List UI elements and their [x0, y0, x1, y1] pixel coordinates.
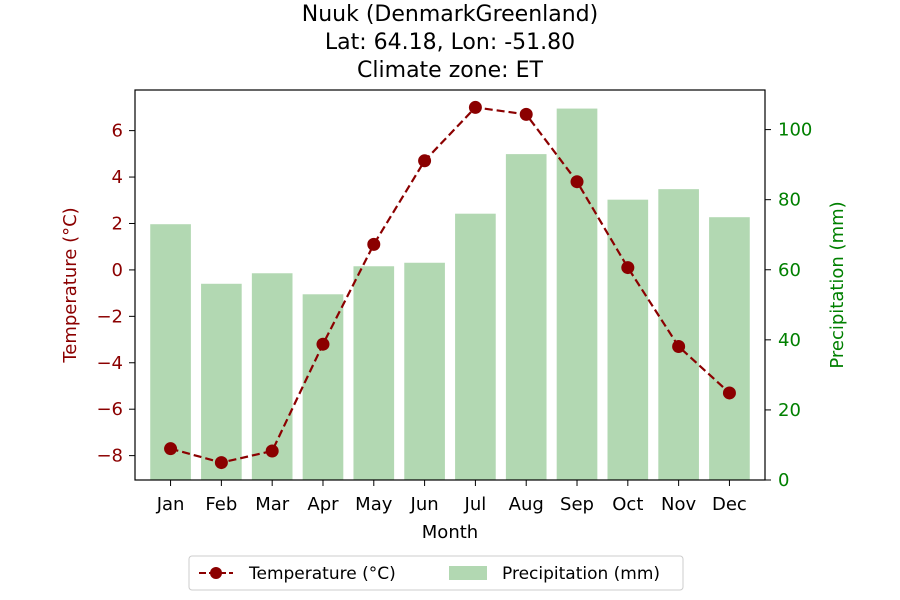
precipitation-bar-jul — [455, 213, 496, 480]
precipitation-bar-jan — [150, 224, 191, 480]
temperature-line-path — [170, 106, 731, 464]
y-left-tick-label: −4 — [96, 353, 123, 374]
x-tick-label-sep: Sep — [560, 494, 594, 515]
temperature-axis: −8 −6 −4 −2 0 2 4 6 — [96, 121, 135, 467]
y-left-tick-label: 2 — [112, 213, 123, 234]
temperature-point-apr — [316, 337, 330, 351]
temperature-point-feb — [214, 456, 228, 470]
chart-title-line-1: Nuuk (DenmarkGreenland) — [302, 2, 598, 27]
month-axis: Jan Feb Mar Apr May Jun Jul Aug Sep Oct Nov Dec — [156, 480, 747, 515]
y-right-tick-label: 60 — [778, 260, 801, 281]
temperature-line — [164, 100, 736, 470]
y-left-tick-label: −6 — [96, 399, 123, 420]
x-tick-label-dec: Dec — [712, 494, 747, 515]
temperature-point-dec — [722, 386, 736, 400]
x-tick-label-aug: Aug — [509, 494, 544, 515]
temperature-point-aug — [519, 107, 533, 121]
x-tick-label-apr: Apr — [307, 494, 339, 515]
precipitation-bar-oct — [607, 199, 649, 480]
temperature-point-may — [367, 237, 381, 251]
y-right-tick-label: 80 — [778, 190, 801, 211]
precipitation-bar-aug — [505, 154, 547, 480]
y-axis-right-label: Precipitation (mm) — [827, 201, 848, 368]
x-tick-label-oct: Oct — [612, 494, 643, 515]
legend-temperature-marker — [210, 567, 222, 579]
precipitation-bar-jun — [404, 262, 445, 480]
temperature-point-jul — [468, 100, 482, 114]
y-right-tick-label: 20 — [778, 400, 801, 421]
temperature-point-jun — [418, 154, 432, 168]
chart-title-line-3: Climate zone: ET — [357, 58, 543, 83]
y-left-tick-label: 6 — [112, 121, 123, 142]
precipitation-bar-dec — [709, 217, 750, 480]
x-tick-label-jul: Jul — [464, 494, 487, 515]
y-left-tick-label: −8 — [96, 446, 123, 467]
y-left-tick-label: 4 — [112, 167, 123, 188]
legend-box — [188, 555, 684, 591]
x-axis-label: Month — [422, 522, 478, 543]
precipitation-axis: 0 20 40 60 80 100 — [765, 120, 812, 491]
x-tick-label-may: May — [355, 494, 393, 515]
temperature-point-mar — [265, 444, 279, 458]
precipitation-bar-nov — [658, 189, 699, 480]
precipitation-bar-apr — [302, 294, 344, 480]
precipitation-bar-sep — [556, 108, 598, 481]
legend-precipitation-swatch — [449, 566, 487, 580]
y-right-tick-label: 100 — [778, 120, 812, 141]
precipitation-bar-feb — [201, 283, 242, 480]
legend-precipitation-label: Precipitation (mm) — [502, 564, 660, 584]
x-tick-label-mar: Mar — [255, 494, 290, 515]
x-tick-label-jun: Jun — [410, 494, 439, 515]
temperature-point-jan — [164, 442, 178, 456]
y-right-tick-label: 0 — [778, 470, 789, 491]
y-right-tick-label: 40 — [778, 330, 801, 351]
temperature-point-oct — [621, 261, 635, 275]
x-tick-label-feb: Feb — [205, 494, 237, 515]
y-left-tick-label: 0 — [112, 260, 123, 281]
y-axis-left-label: Temperature (°C) — [60, 207, 81, 363]
x-tick-label-jan: Jan — [156, 494, 185, 515]
precipitation-bars — [150, 108, 750, 481]
chart-title-line-2: Lat: 64.18, Lon: -51.80 — [325, 30, 575, 55]
plot-frame — [134, 89, 766, 481]
precipitation-bar-may — [353, 266, 395, 480]
y-left-tick-label: −2 — [96, 306, 123, 327]
temperature-point-nov — [672, 340, 686, 354]
temperature-point-sep — [570, 175, 584, 189]
legend-temperature-label: Temperature (°C) — [248, 564, 396, 584]
x-tick-label-nov: Nov — [661, 494, 696, 515]
legend: Temperature (°C) Precipitation (mm) — [188, 555, 684, 591]
